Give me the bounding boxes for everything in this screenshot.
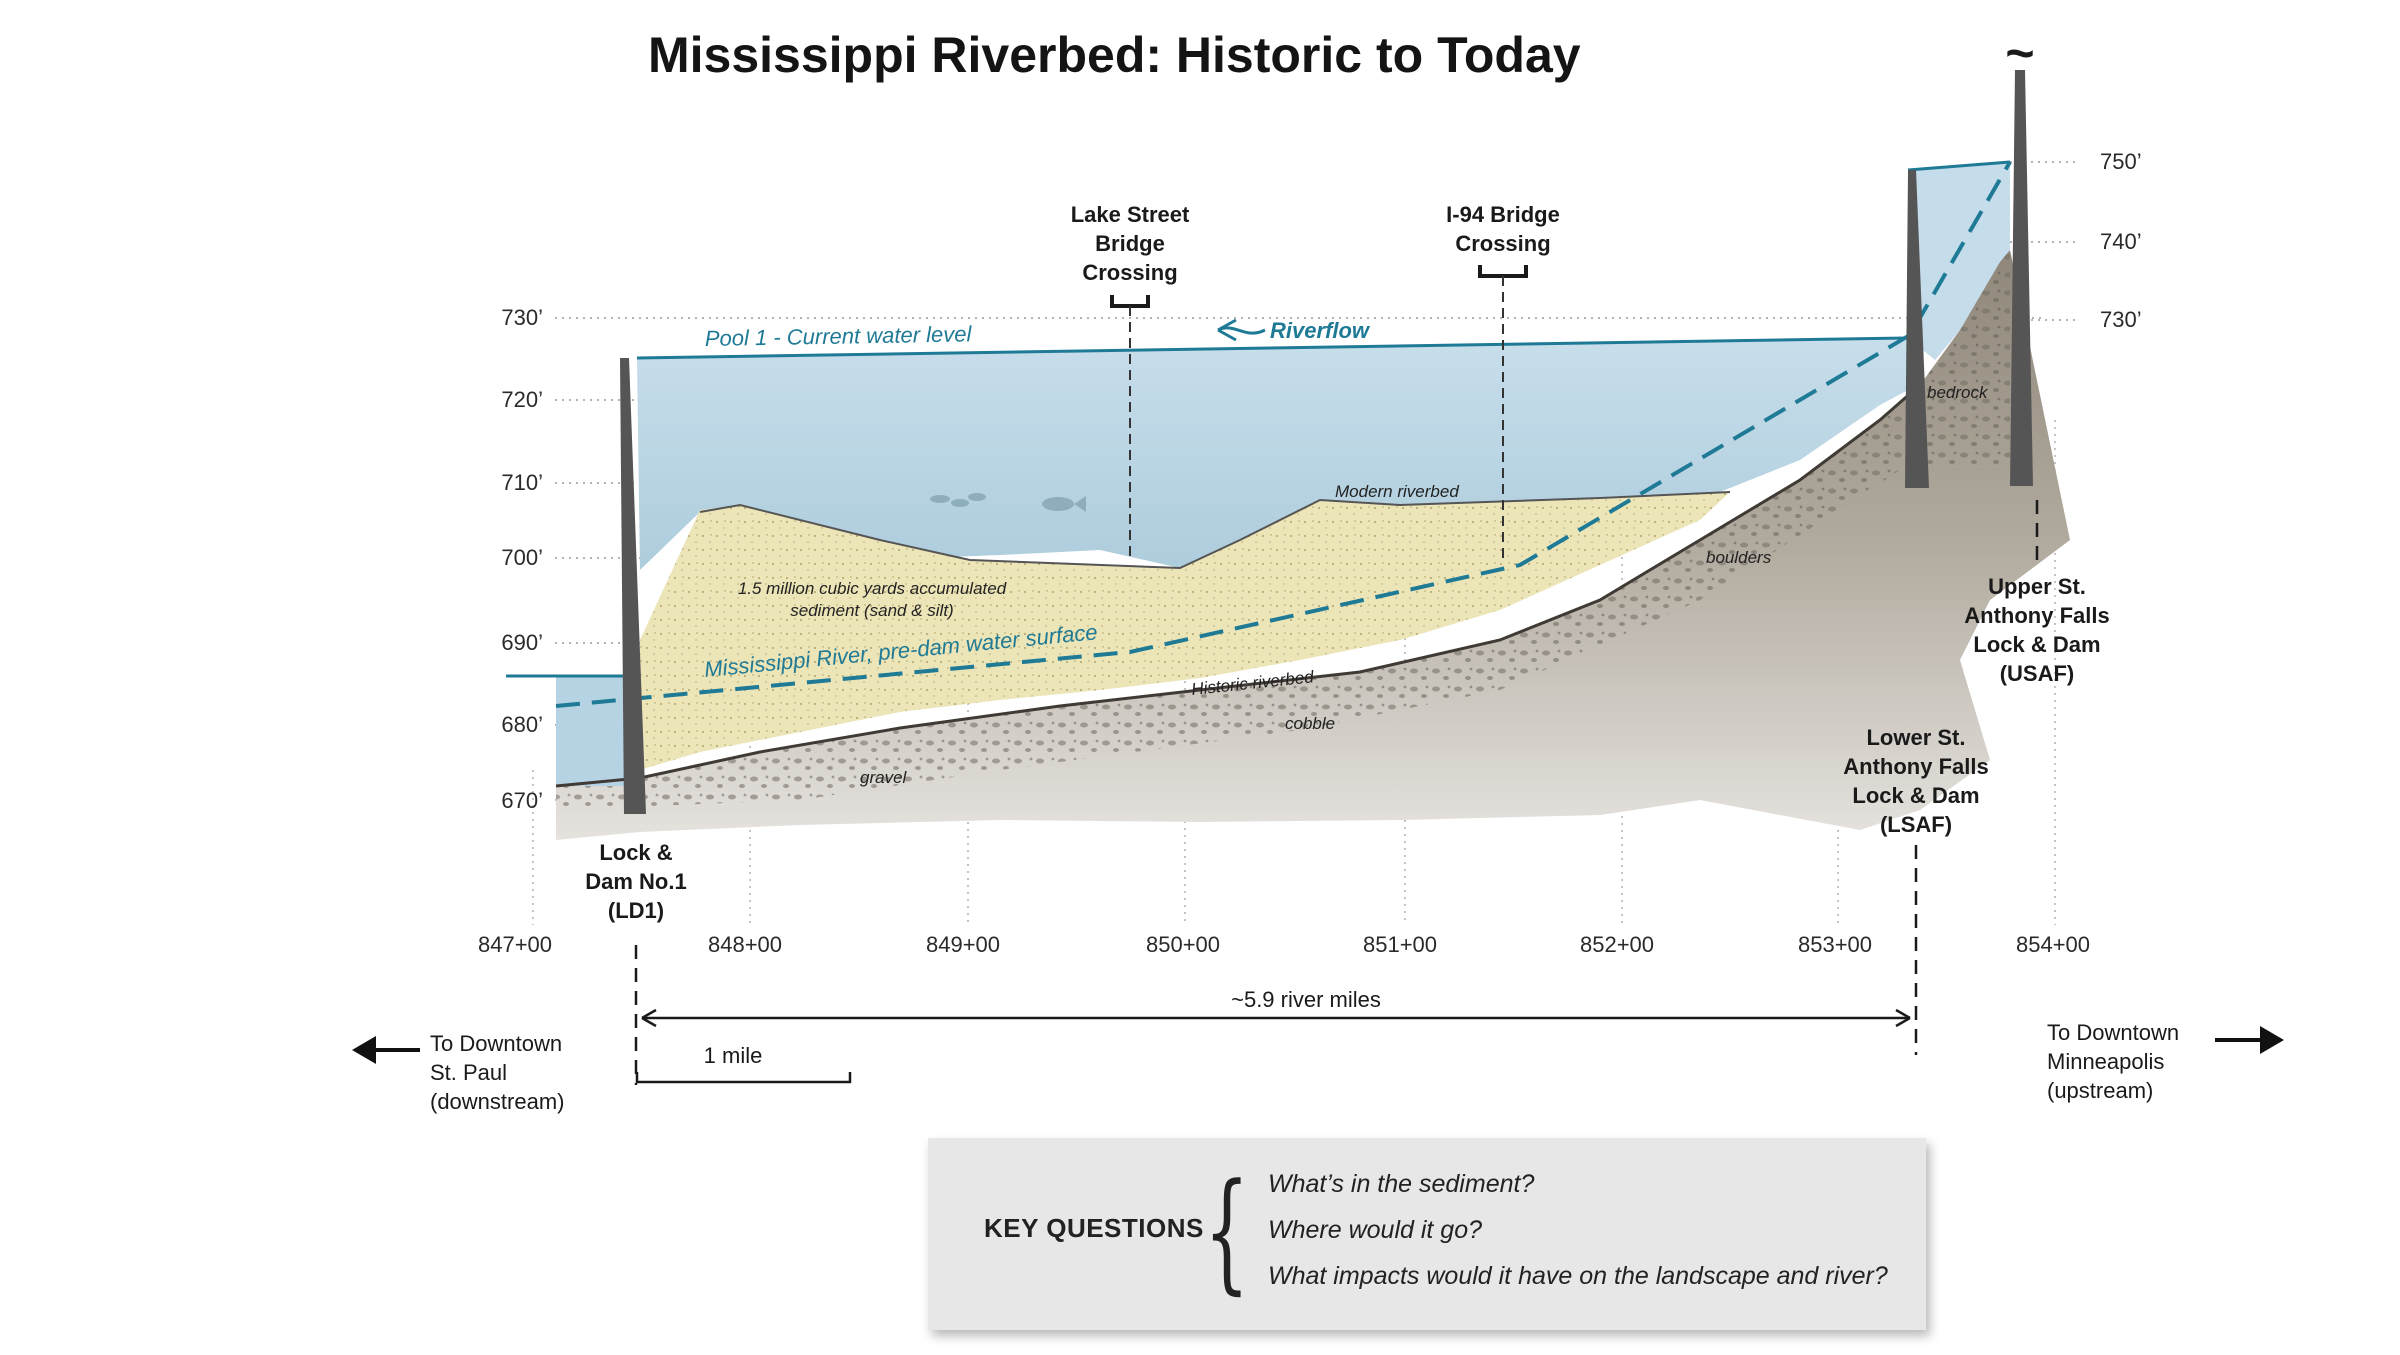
elevation-tick-690: 690’ — [501, 630, 543, 655]
station-tick-853: 853+00 — [1798, 932, 1872, 957]
dam-reference-lines — [634, 500, 2039, 1085]
scale-label: 1 mile — [704, 1043, 763, 1068]
riverflow-label: Riverflow — [1270, 318, 1371, 343]
modern-riverbed-label: Modern riverbed — [1335, 482, 1459, 501]
nav-right-2: Minneapolis — [2047, 1049, 2164, 1074]
elevation-tick-700: 700’ — [501, 545, 543, 570]
key-question-3: What impacts would it have on the landsc… — [1268, 1262, 1888, 1290]
cobble-label: cobble — [1285, 714, 1335, 733]
lsaf-label-4: (LSAF) — [1880, 812, 1952, 837]
lsaf-label-1: Lower St. — [1866, 725, 1965, 750]
tilde-mark: ~ — [2005, 25, 2034, 81]
sediment-label-2: sediment (sand & silt) — [790, 601, 953, 620]
station-tick-848: 848+00 — [708, 932, 782, 957]
distance-label: ~5.9 river miles — [1231, 987, 1381, 1012]
ld1-label-1: Lock & — [599, 840, 672, 865]
usaf-label-2: Anthony Falls — [1964, 603, 2109, 628]
key-question-1: What’s in the sediment? — [1268, 1170, 1535, 1198]
elevation-tick-680: 680’ — [501, 712, 543, 737]
right-tick-750: 750’ — [2100, 149, 2142, 174]
lake-street-bridge — [1110, 295, 1150, 560]
i94-label-2: Crossing — [1455, 231, 1550, 256]
nav-left-3: (downstream) — [430, 1089, 564, 1114]
usaf-dam — [2010, 70, 2033, 486]
elevation-tick-720: 720’ — [501, 387, 543, 412]
key-questions-heading: KEY QUESTIONS — [984, 1213, 1204, 1243]
nav-right-3: (upstream) — [2047, 1078, 2153, 1103]
scale-bar — [635, 1072, 852, 1084]
bedrock-layer — [556, 250, 2070, 840]
station-tick-847: 847+00 — [478, 932, 552, 957]
lake-street-label-2: Bridge — [1095, 231, 1165, 256]
station-tick-851: 851+00 — [1363, 932, 1437, 957]
gravel-label: gravel — [860, 768, 908, 787]
bedrock-label: bedrock — [1927, 383, 1989, 402]
station-tick-852: 852+00 — [1580, 932, 1654, 957]
pool-label: Pool 1 - Current water level — [705, 321, 973, 351]
station-tick-854: 854+00 — [2016, 932, 2090, 957]
ld1-label-3: (LD1) — [608, 898, 664, 923]
lsaf-label-3: Lock & Dam — [1852, 783, 1979, 808]
lake-street-label-1: Lake Street — [1071, 202, 1190, 227]
nav-left-1: To Downtown — [430, 1031, 562, 1056]
key-questions-box: KEY QUESTIONS { What’s in the sediment? … — [928, 1138, 1926, 1330]
distance-arrow — [641, 1008, 1911, 1028]
i94-label-1: I-94 Bridge — [1446, 202, 1560, 227]
usaf-label-3: Lock & Dam — [1973, 632, 2100, 657]
diagram-title: Mississippi Riverbed: Historic to Today — [648, 27, 1581, 83]
elevation-tick-710: 710’ — [501, 470, 543, 495]
upper-pool-level-line — [1907, 160, 2011, 172]
nav-left-2: St. Paul — [430, 1060, 507, 1085]
usaf-label-4: (USAF) — [2000, 661, 2075, 686]
historic-riverbed-line — [555, 383, 1921, 788]
arrow-left-icon — [352, 1036, 420, 1064]
sediment-texture — [640, 492, 1730, 770]
nav-right-1: To Downtown — [2047, 1020, 2179, 1045]
lsaf-label-2: Anthony Falls — [1843, 754, 1988, 779]
lake-street-label-3: Crossing — [1082, 260, 1177, 285]
riverflow-arrow — [1217, 318, 1266, 342]
brace-icon: { — [1204, 1155, 1250, 1307]
right-tick-740: 740’ — [2100, 229, 2142, 254]
pool-level-line — [636, 336, 1909, 360]
predam-water-line — [555, 160, 2012, 708]
station-tick-850: 850+00 — [1146, 932, 1220, 957]
key-question-2: Where would it go? — [1268, 1216, 1483, 1244]
arrow-right-icon — [2215, 1026, 2284, 1054]
i94-bridge — [1478, 265, 1528, 558]
fish-icon — [930, 493, 1086, 512]
downstream-water — [556, 676, 625, 786]
elevation-tick-730: 730’ — [501, 305, 543, 330]
lsaf-dam — [1905, 170, 1929, 488]
ld1-label-2: Dam No.1 — [585, 869, 686, 894]
elevation-tick-670: 670’ — [501, 788, 543, 813]
station-tick-849: 849+00 — [926, 932, 1000, 957]
usaf-label-1: Upper St. — [1988, 574, 2086, 599]
sediment-label-1: 1.5 million cubic yards accumulated — [738, 579, 1007, 598]
ld1-dam — [620, 358, 646, 814]
upper-pool-water — [1908, 162, 2010, 360]
modern-riverbed-line — [699, 491, 1731, 570]
right-tick-730: 730’ — [2100, 307, 2142, 332]
boulders-label: boulders — [1706, 548, 1772, 567]
